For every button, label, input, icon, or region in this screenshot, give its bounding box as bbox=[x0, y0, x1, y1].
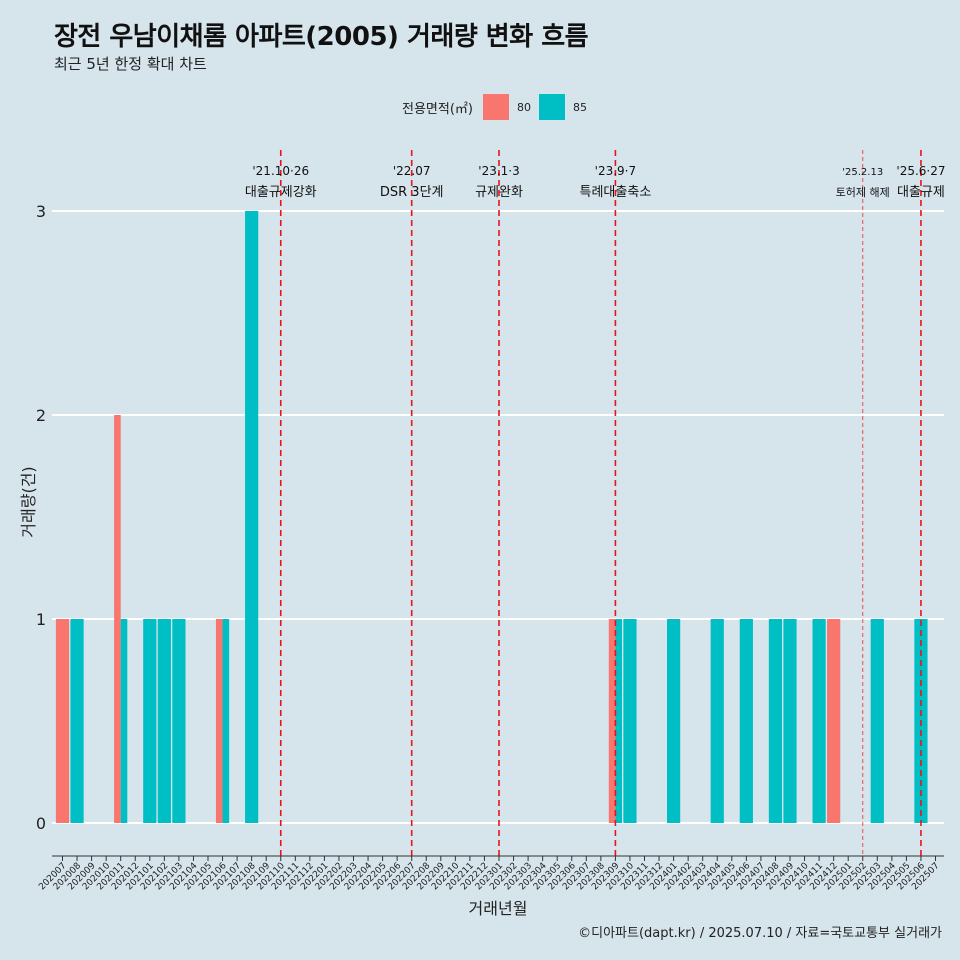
chart-title: 장전 우남이채롬 아파트(2005) 거래량 변화 흐름 bbox=[54, 22, 589, 52]
y-axis-label: 거래량(건) bbox=[19, 466, 38, 537]
bars bbox=[55, 211, 928, 823]
bar-80-202106 bbox=[215, 619, 223, 823]
bar-85-202401 bbox=[667, 619, 681, 823]
bar-85-202408 bbox=[768, 619, 783, 823]
bar-80-202309 bbox=[608, 619, 616, 823]
x-axis-label: 거래년월 bbox=[469, 899, 528, 918]
legend-swatch-80 bbox=[482, 94, 509, 120]
bar-85-202503 bbox=[870, 619, 884, 823]
annotation-label: DSR 3단계 bbox=[380, 185, 444, 200]
legend-label-85: 85 bbox=[572, 100, 587, 114]
y-tick-label: 2 bbox=[36, 406, 46, 425]
bar-85-202103 bbox=[172, 619, 186, 823]
bar-85-202106 bbox=[222, 619, 230, 823]
legend-title: 전용면적(㎡) bbox=[402, 101, 473, 117]
bar-85-202411 bbox=[812, 619, 826, 823]
legend: 전용면적(㎡) 80 85 bbox=[402, 94, 595, 120]
grid-lines bbox=[52, 210, 944, 824]
annotation-date: '25.2.13 bbox=[842, 167, 883, 178]
legend-label-80: 80 bbox=[516, 100, 531, 114]
annotation-labels: '21.10·26 대출규제강화 '22.07 DSR 3단계 '23.1·3 규제완화 '… bbox=[245, 164, 946, 200]
bar-80-202412 bbox=[827, 619, 841, 823]
bar-85-202409 bbox=[783, 619, 797, 823]
bar-80-202007 bbox=[55, 619, 70, 823]
annotation-label: 대출규제강화 bbox=[245, 185, 317, 200]
bar-80-202011 bbox=[114, 415, 121, 823]
legend-swatch-85 bbox=[538, 94, 565, 120]
bar-85-202406 bbox=[739, 619, 753, 823]
bar-85-202011 bbox=[120, 619, 128, 823]
y-tick-label: 3 bbox=[36, 202, 46, 221]
bar-85-202108 bbox=[245, 211, 259, 823]
bar-85-202309 bbox=[615, 619, 622, 823]
annotation-date: '22.07 bbox=[393, 164, 431, 178]
bar-85-202102 bbox=[157, 619, 171, 823]
bar-85-202008 bbox=[70, 619, 84, 823]
source-caption: ©디아파트(dapt.kr) / 2025.07.10 / 자료=국토교통부 실… bbox=[578, 926, 942, 941]
x-axis: 2020072020082020092020102020112020122021… bbox=[37, 855, 944, 892]
annotation-date: '25.6·27 bbox=[896, 164, 945, 178]
annotation-date: '21.10·26 bbox=[252, 164, 309, 178]
bar-85-202404 bbox=[710, 619, 724, 823]
chart-subtitle: 최근 5년 한정 확대 차트 bbox=[54, 55, 207, 73]
annotation-date: '23.9·7 bbox=[595, 164, 636, 178]
annotation-date: '23.1·3 bbox=[478, 164, 519, 178]
y-tick-label: 0 bbox=[36, 814, 46, 833]
annotation-label: 규제완화 bbox=[475, 185, 523, 200]
annotation-lines bbox=[279, 150, 922, 856]
annotation-label: 토허제 해제 bbox=[836, 185, 890, 199]
bar-85-202101 bbox=[143, 619, 157, 823]
annotation-label: 특례대출축소 bbox=[580, 185, 652, 200]
annotation-label: 대출규제 bbox=[897, 185, 945, 200]
bar-85-202310 bbox=[623, 619, 637, 823]
y-axis: 0 1 2 3 bbox=[36, 202, 46, 833]
y-tick-label: 1 bbox=[36, 610, 46, 629]
